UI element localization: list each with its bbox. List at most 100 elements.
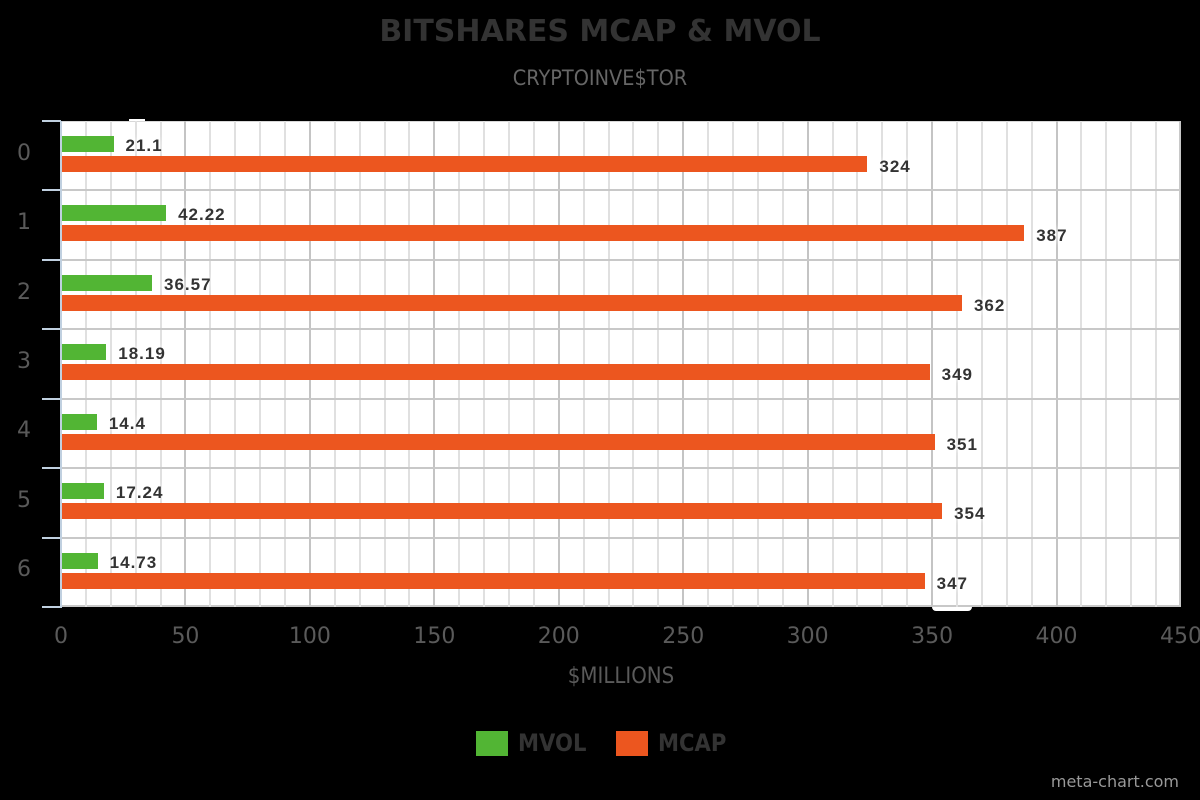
- data-label-mcap: 349: [941, 365, 973, 385]
- y-axis-line: [60, 121, 62, 608]
- plot-area: 21.1 324 42.22 387 36.57 362 18.19 349 14.4 351 17…: [61, 121, 1181, 607]
- minor-gridline: [134, 121, 137, 607]
- minor-gridline: [333, 121, 336, 607]
- x-tick-label: 350: [911, 624, 954, 649]
- y-tick-mark: [42, 258, 61, 261]
- category-separator: [61, 397, 1181, 400]
- minor-gridline: [358, 121, 361, 607]
- minor-gridline: [732, 121, 734, 607]
- minor-gridline: [707, 121, 710, 607]
- minor-gridline: [856, 121, 859, 607]
- y-tick-mark: [42, 397, 61, 400]
- legend-item-mcap[interactable]: MCAP: [616, 729, 738, 757]
- data-label-mcap: 347: [936, 573, 969, 593]
- minor-gridline: [781, 121, 784, 607]
- category-separator: [61, 189, 1181, 192]
- minor-gridline: [1155, 121, 1158, 607]
- minor-gridline: [109, 121, 112, 607]
- y-tick-label: 0: [17, 140, 31, 166]
- bar-mcap[interactable]: [61, 364, 930, 381]
- data-label-mcap: 354: [954, 504, 986, 524]
- render-artifact-bottom: [932, 607, 972, 611]
- minor-gridline: [881, 121, 884, 607]
- y-tick-mark: [42, 120, 61, 122]
- y-tick-label: 4: [17, 418, 31, 444]
- y-tick-mark: [42, 189, 61, 192]
- minor-gridline: [756, 121, 759, 607]
- x-tick-label: 300: [786, 624, 829, 649]
- data-label-mvol: 36.57: [164, 274, 212, 294]
- x-tick-label: 0: [54, 624, 68, 649]
- y-tick-label: 2: [17, 279, 31, 305]
- data-label-mcap: 387: [1036, 226, 1068, 246]
- bar-mcap[interactable]: [61, 572, 925, 589]
- x-tick-label: 200: [537, 624, 580, 649]
- x-tick-label: 50: [171, 624, 200, 649]
- data-label-mvol: 14.73: [109, 552, 158, 572]
- bar-mvol[interactable]: [61, 552, 98, 569]
- minor-gridline: [1130, 121, 1133, 607]
- legend-item-mvol[interactable]: MVOL: [476, 729, 598, 757]
- minor-gridline: [383, 121, 386, 607]
- category-separator: [61, 258, 1181, 261]
- category-separator: [61, 536, 1181, 539]
- data-label-mcap: 362: [973, 295, 1006, 315]
- minor-gridline: [582, 121, 585, 607]
- x-tick-label: 150: [413, 624, 456, 649]
- major-gridline: [557, 121, 560, 607]
- data-label-mcap: 351: [946, 434, 978, 454]
- legend-label-mvol: MVOL: [518, 729, 587, 757]
- bar-mcap[interactable]: [61, 294, 962, 311]
- y-tick-mark: [42, 536, 61, 539]
- bar-mvol[interactable]: [61, 136, 114, 152]
- bar-mcap[interactable]: [61, 503, 943, 520]
- bar-mcap[interactable]: [61, 156, 868, 172]
- plot-border-bottom: [61, 605, 1181, 607]
- y-tick-mark: [42, 467, 61, 470]
- bar-mvol[interactable]: [61, 274, 153, 291]
- minor-gridline: [956, 121, 958, 607]
- plot-border-right: [1179, 121, 1181, 607]
- meta-chart-credit[interactable]: meta-chart.com: [1050, 772, 1179, 791]
- bar-mvol[interactable]: [61, 483, 104, 500]
- minor-gridline: [1105, 121, 1108, 607]
- minor-gridline: [234, 121, 237, 607]
- minor-gridline: [458, 121, 461, 607]
- x-tick-label: 250: [662, 624, 705, 649]
- y-tick-label: 1: [17, 210, 31, 236]
- major-gridline: [931, 121, 934, 607]
- minor-gridline: [657, 121, 660, 607]
- major-gridline: [806, 121, 809, 607]
- render-artifact-top: [129, 119, 145, 121]
- category-separator: [61, 328, 1181, 331]
- legend: MVOL MCAP: [476, 728, 756, 758]
- major-gridline: [308, 121, 311, 607]
- minor-gridline: [284, 121, 286, 607]
- plot-border-top: [61, 121, 1181, 122]
- minor-gridline: [831, 121, 834, 607]
- minor-gridline: [408, 121, 411, 607]
- legend-swatch-mvol: [476, 730, 508, 756]
- bar-mvol[interactable]: [61, 205, 167, 222]
- bar-mvol[interactable]: [61, 344, 107, 361]
- minor-gridline: [632, 121, 635, 607]
- minor-gridline: [1080, 121, 1083, 607]
- minor-gridline: [209, 121, 212, 607]
- major-gridline: [1055, 121, 1058, 607]
- x-tick-label: 400: [1035, 624, 1078, 649]
- bar-mvol[interactable]: [61, 413, 97, 430]
- data-label-mvol: 14.4: [108, 413, 146, 433]
- chart-title: BITSHARES MCAP & MVOL: [379, 14, 821, 49]
- minor-gridline: [607, 121, 610, 607]
- data-label-mvol: 21.1: [125, 136, 163, 155]
- minor-gridline: [84, 121, 87, 607]
- minor-gridline: [906, 121, 909, 607]
- bar-mcap[interactable]: [61, 225, 1025, 242]
- x-tick-label: 100: [288, 624, 331, 649]
- minor-gridline: [508, 121, 510, 607]
- category-separator: [61, 467, 1181, 470]
- minor-gridline: [483, 121, 486, 607]
- minor-gridline: [259, 121, 262, 607]
- minor-gridline: [1005, 121, 1008, 607]
- bar-mcap[interactable]: [61, 433, 935, 450]
